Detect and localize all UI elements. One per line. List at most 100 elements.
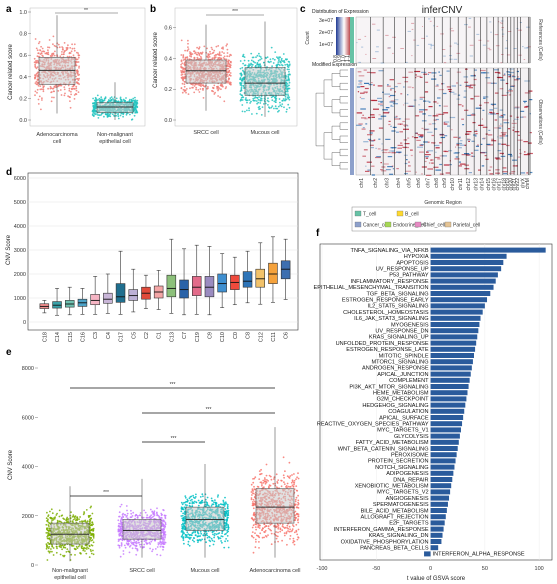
heat-cell <box>459 104 462 105</box>
data-point <box>135 545 137 547</box>
heat-cell <box>480 70 486 71</box>
heat-cell <box>464 97 467 98</box>
data-point <box>56 513 58 515</box>
data-point <box>78 79 80 81</box>
data-point <box>283 98 285 100</box>
heat-cell <box>450 164 452 165</box>
heat-cell <box>418 104 420 105</box>
data-point <box>184 50 186 52</box>
cluster-box <box>256 269 265 287</box>
heat-cell <box>437 103 439 104</box>
heat-cell <box>387 86 391 87</box>
data-point <box>182 92 184 94</box>
data-point <box>227 49 229 51</box>
heat-cell <box>442 83 444 84</box>
heat-cell <box>460 140 463 141</box>
heat-cell <box>524 80 530 81</box>
heat-cell <box>408 87 412 88</box>
data-point <box>146 514 148 516</box>
data-point <box>260 65 262 67</box>
heat-cell <box>378 118 382 119</box>
data-point <box>51 53 53 55</box>
data-point <box>227 65 229 67</box>
data-point <box>257 102 259 104</box>
heat-cell <box>358 84 362 85</box>
panel-letter-b: b <box>150 4 156 15</box>
data-point <box>245 99 247 101</box>
data-point <box>242 63 244 65</box>
heat-cell <box>394 118 400 119</box>
data-point <box>223 57 225 59</box>
data-point <box>272 58 274 60</box>
data-point <box>58 85 60 87</box>
heat-cell <box>363 141 368 142</box>
data-point <box>130 541 132 543</box>
data-point <box>203 46 205 48</box>
data-point <box>64 50 66 52</box>
heat-cell <box>407 94 408 95</box>
heat-cell <box>444 62 446 63</box>
heat-cell <box>358 62 361 63</box>
data-point <box>136 543 138 545</box>
data-point <box>270 61 272 63</box>
heat-cell <box>425 109 428 110</box>
heat-cell <box>508 90 513 91</box>
heat-cell <box>501 144 506 145</box>
heat-cell <box>475 136 476 137</box>
heat-cell <box>450 92 454 93</box>
heat-cell <box>417 147 423 148</box>
data-point <box>117 115 119 117</box>
data-point <box>53 91 55 93</box>
heat-cell <box>467 139 470 140</box>
heat-cell <box>455 158 460 159</box>
data-point <box>134 115 136 117</box>
chromosome-label: chr1 <box>359 178 365 188</box>
data-point <box>240 68 242 70</box>
data-point <box>248 107 250 109</box>
data-point <box>79 521 81 523</box>
data-point <box>36 48 38 50</box>
data-point <box>288 71 290 73</box>
data-point <box>182 80 184 82</box>
group-label: cell <box>53 139 61 145</box>
data-point <box>99 98 101 100</box>
cluster-box <box>205 276 214 296</box>
heat-cell <box>457 44 459 45</box>
heat-cell <box>509 72 515 73</box>
data-point <box>100 96 102 98</box>
heat-cell <box>447 71 450 72</box>
data-point <box>146 517 148 519</box>
heat-cell <box>364 70 367 71</box>
heat-cell <box>451 28 452 29</box>
data-point <box>289 99 291 101</box>
heat-cell <box>523 101 527 102</box>
data-point <box>183 89 185 91</box>
heat-cell <box>416 140 421 141</box>
data-point <box>202 52 204 54</box>
heat-cell <box>365 123 367 124</box>
heat-cell <box>393 103 398 104</box>
legend-label: B_cell <box>405 212 419 218</box>
dendrogram-branch <box>324 80 332 106</box>
heat-cell <box>419 109 425 110</box>
data-point <box>274 51 276 53</box>
data-point <box>34 65 36 67</box>
heat-cell <box>466 131 471 132</box>
data-point <box>181 60 183 62</box>
data-point <box>94 112 96 114</box>
data-point <box>240 60 242 62</box>
heat-cell <box>422 128 424 129</box>
data-point <box>129 99 131 101</box>
data-point <box>119 526 121 528</box>
data-point <box>213 85 215 87</box>
panel-c-celltype-legend: T_cell B_cellCancer_cell Endocrine_cellChi… <box>352 207 480 231</box>
heat-cell <box>468 141 470 142</box>
heat-cell <box>453 137 457 138</box>
cluster-label: C1 <box>157 332 163 339</box>
data-point <box>48 533 50 535</box>
heat-cell <box>433 115 439 116</box>
ytick-label: 1000 <box>14 296 26 302</box>
heat-cell <box>378 85 383 86</box>
data-point <box>134 107 136 109</box>
data-point <box>277 61 279 63</box>
